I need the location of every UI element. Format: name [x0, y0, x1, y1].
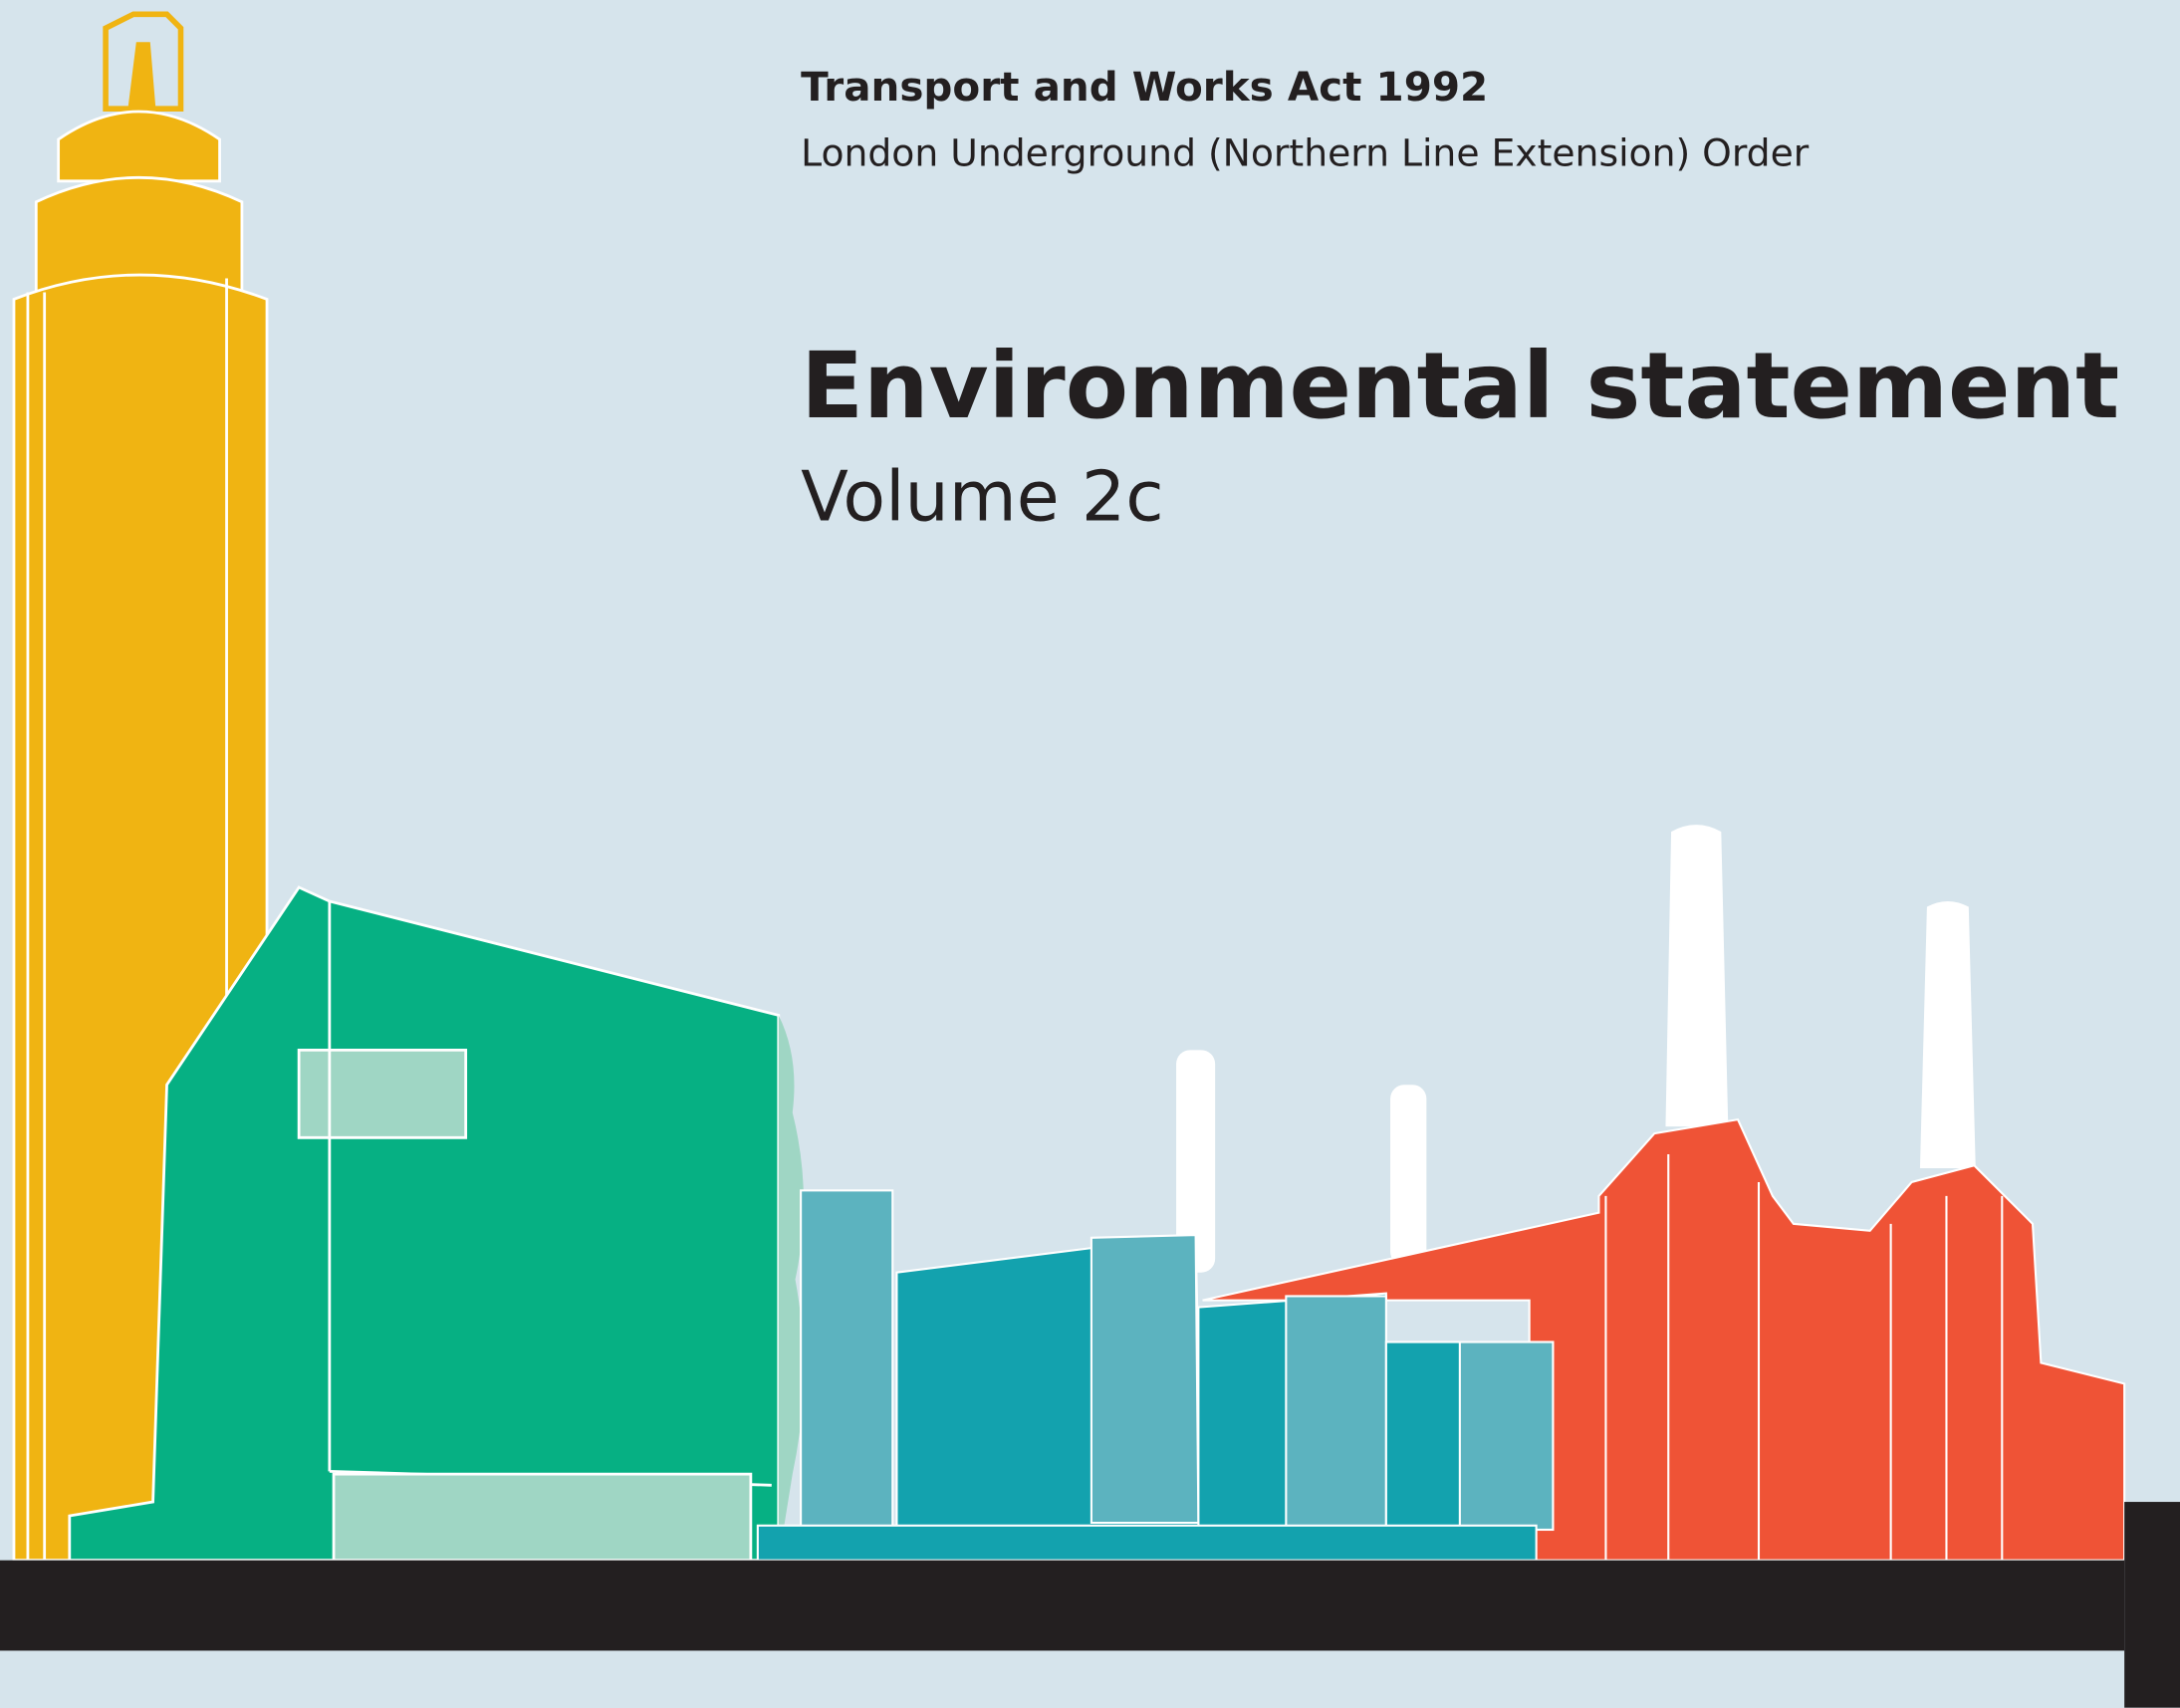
base-bar [0, 1561, 2124, 1651]
side-bar [2124, 1502, 2180, 1708]
volume-subtitle: Volume 2c [801, 456, 1164, 537]
act-title: Transport and Works Act 1992 [801, 63, 1488, 111]
order-title: London Underground (Northern Line Extens… [801, 130, 1810, 174]
cover: Transport and Works Act 1992 London Unde… [0, 0, 2180, 1708]
page: {"header": {"act": "Transport and Works … [0, 0, 2180, 1708]
document-title: Environmental statement [801, 332, 2119, 439]
